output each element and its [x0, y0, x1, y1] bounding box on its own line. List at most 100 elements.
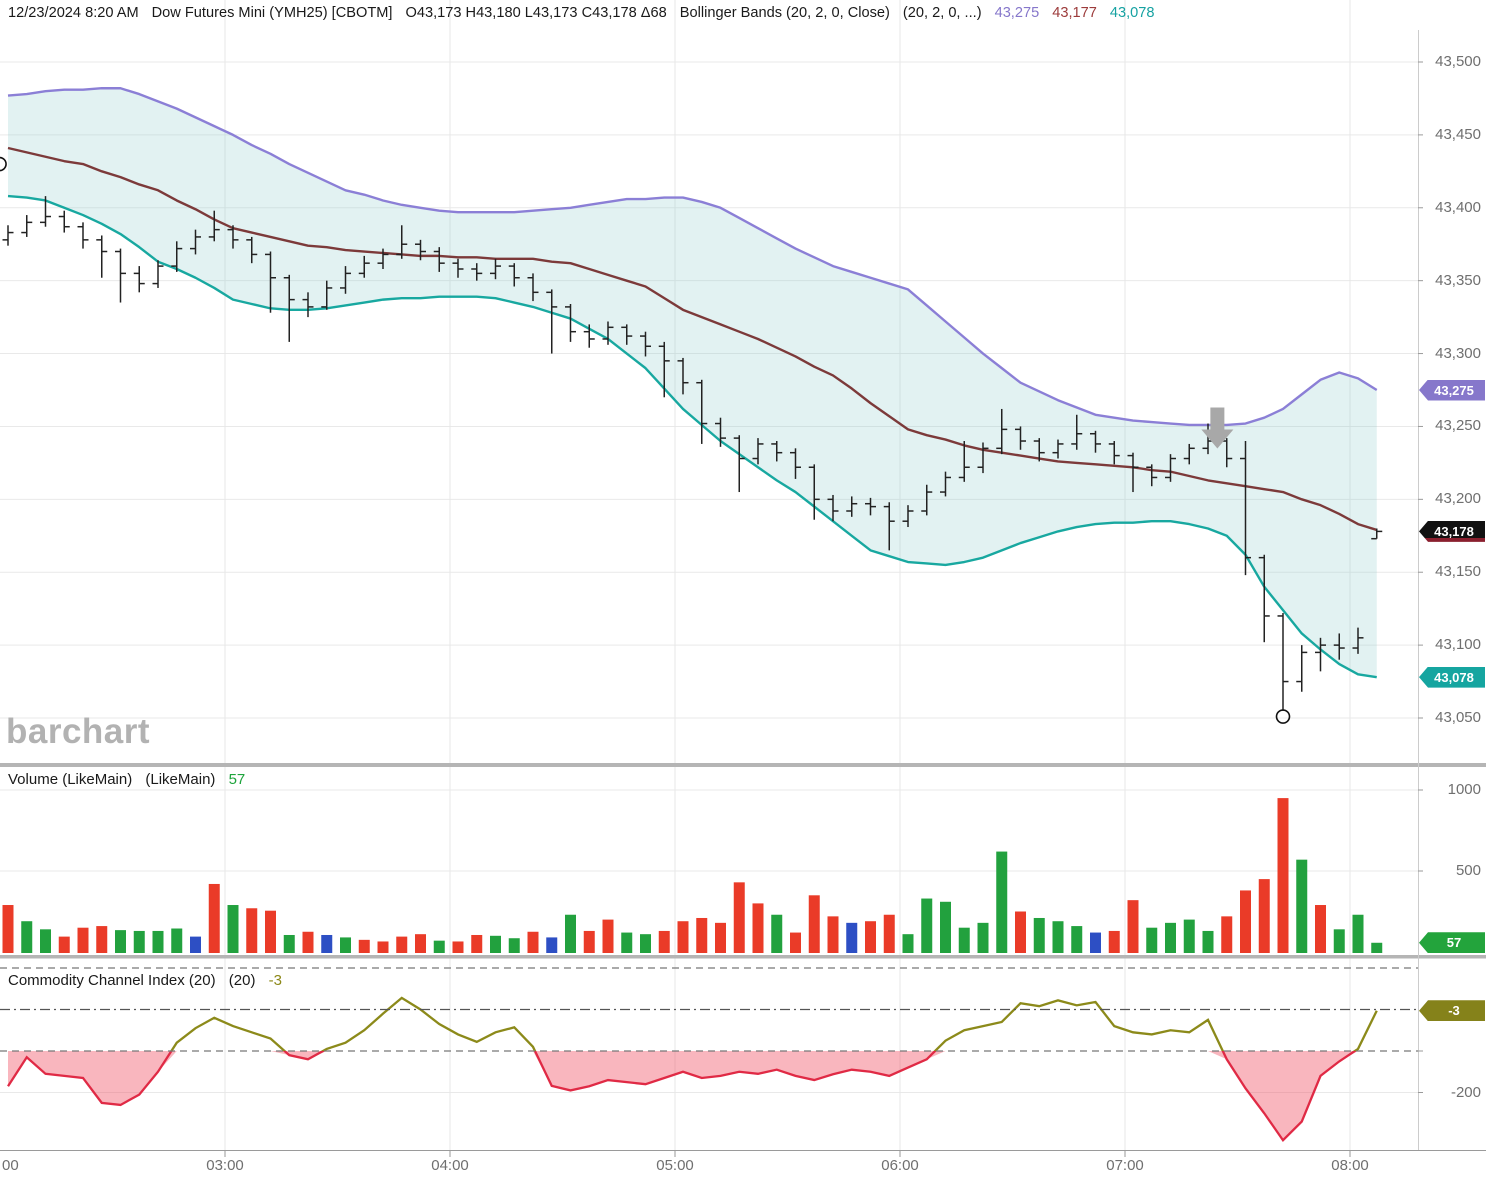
ohlc-bar: [208, 210, 220, 242]
ohlc-bar: [265, 251, 276, 313]
cci-label-param: (20): [228, 972, 256, 989]
ohlc-bar: [358, 255, 370, 278]
volume-bar: [377, 941, 389, 953]
volume-bar: [996, 851, 1008, 953]
volume-bar: [40, 929, 51, 953]
volume-bar: [977, 922, 989, 953]
ohlc-bar: [1071, 414, 1083, 450]
ohlc-bar: [771, 441, 783, 462]
volume-bar: [171, 928, 183, 953]
ohlc-bar: [827, 494, 839, 522]
ohlc-bar: [696, 379, 708, 444]
ohlc-bar: [1333, 633, 1345, 660]
ohlc-bar: [1296, 645, 1308, 692]
volume-bar: [77, 927, 89, 953]
ohlc-bar: [21, 215, 33, 237]
ohlc-bar: [321, 280, 333, 310]
header-lower-band-value: 43,078: [1109, 5, 1155, 21]
volume-panel-label: Volume (LikeMain) (LikeMain) 57: [8, 771, 254, 788]
price-axis-label: 43,450: [1435, 125, 1481, 143]
volume-bar: [883, 914, 895, 953]
header-study-name[interactable]: Bollinger Bands (20, 2, 0, Close): [679, 5, 890, 21]
ohlc-bar: [658, 341, 670, 398]
ohlc-bar: [58, 210, 70, 233]
volume-axis-label: 1000: [1447, 781, 1481, 798]
volume-bar: [1352, 914, 1364, 953]
ohlc-bar: [808, 464, 820, 520]
volume-bar: [1240, 890, 1251, 953]
volume-bar: [602, 919, 614, 953]
volume-bar: [827, 916, 839, 953]
volume-bar: [302, 931, 314, 953]
price-axis-label: 43,400: [1435, 198, 1481, 216]
price-value-badge: 43,275: [1419, 379, 1485, 401]
price-axis-label: 43,100: [1435, 636, 1481, 654]
price-axis-label: 43,300: [1435, 344, 1481, 362]
ohlc-bar: [790, 448, 801, 479]
ohlc-bar: [1090, 430, 1101, 453]
ohlc-bar: [996, 408, 1008, 455]
panel-separator[interactable]: [0, 763, 1486, 767]
cci-line: [170, 996, 1378, 1051]
sell-signal-arrow-icon: [1201, 407, 1234, 449]
ohlc-bar: [452, 258, 464, 278]
volume-bar: [808, 895, 820, 953]
volume-bar: [546, 937, 558, 953]
ohlc-bar: [621, 324, 633, 345]
ohlc-bar: [227, 225, 239, 249]
header-middle-band-value: 43,177: [1052, 5, 1097, 21]
volume-bar: [1371, 942, 1383, 953]
volume-current-value: 57: [228, 771, 246, 788]
volume-bar: [133, 930, 145, 953]
price-circle-marker-icon: [0, 156, 7, 172]
volume-bar: [1315, 905, 1326, 953]
ohlc-bar: [171, 241, 183, 272]
ohlc-bar: [415, 239, 426, 261]
ohlc-bar: [1277, 613, 1289, 711]
volume-bar: [115, 930, 126, 953]
ohlc-bar: [1015, 426, 1026, 450]
time-axis-label: 00: [2, 1157, 19, 1174]
header-study-params[interactable]: (20, 2, 0, ...): [902, 5, 982, 21]
panel-separator[interactable]: [0, 955, 1486, 959]
volume-bar: [1202, 930, 1214, 953]
volume-bar: [565, 914, 576, 953]
ohlc-bar: [152, 260, 164, 288]
ohlc-bar: [133, 266, 145, 293]
ohlc-bar: [902, 505, 914, 528]
volume-bar: [283, 934, 295, 953]
volume-bar: [1221, 916, 1233, 953]
volume-bar: [490, 935, 501, 953]
ohlc-bar: [1165, 454, 1176, 482]
cci-label-title[interactable]: Commodity Channel Index (20): [8, 972, 216, 989]
volume-bar: [58, 936, 70, 953]
ohlc-bar: [921, 484, 933, 516]
volume-bar: [2, 905, 14, 953]
volume-bar: [152, 930, 164, 953]
volume-bar: [958, 927, 970, 953]
volume-bar: [771, 914, 783, 953]
ohlc-bar: [77, 222, 89, 249]
ohlc-bar: [471, 263, 483, 281]
time-axis-label: 03:00: [206, 1157, 244, 1174]
volume-bar: [415, 934, 426, 953]
volume-bar: [1165, 922, 1176, 953]
volume-label-title[interactable]: Volume (LikeMain): [8, 771, 133, 788]
volume-bar: [1127, 900, 1139, 953]
volume-bar: [471, 934, 483, 953]
volume-bar: [1146, 927, 1158, 953]
ohlc-bar: [546, 289, 558, 354]
volume-bar: [1071, 926, 1083, 953]
ohlc-bar: [302, 292, 314, 318]
ohlc-bar: [527, 273, 539, 302]
volume-bar: [527, 931, 539, 953]
volume-bar: [208, 883, 220, 953]
ohlc-bar: [565, 303, 576, 342]
volume-bar: [621, 932, 633, 953]
time-axis-label: 07:00: [1106, 1157, 1144, 1174]
ohlc-bar: [640, 331, 651, 357]
volume-bar: [1015, 911, 1026, 953]
volume-bar: [246, 908, 258, 953]
volume-bar: [358, 939, 370, 953]
